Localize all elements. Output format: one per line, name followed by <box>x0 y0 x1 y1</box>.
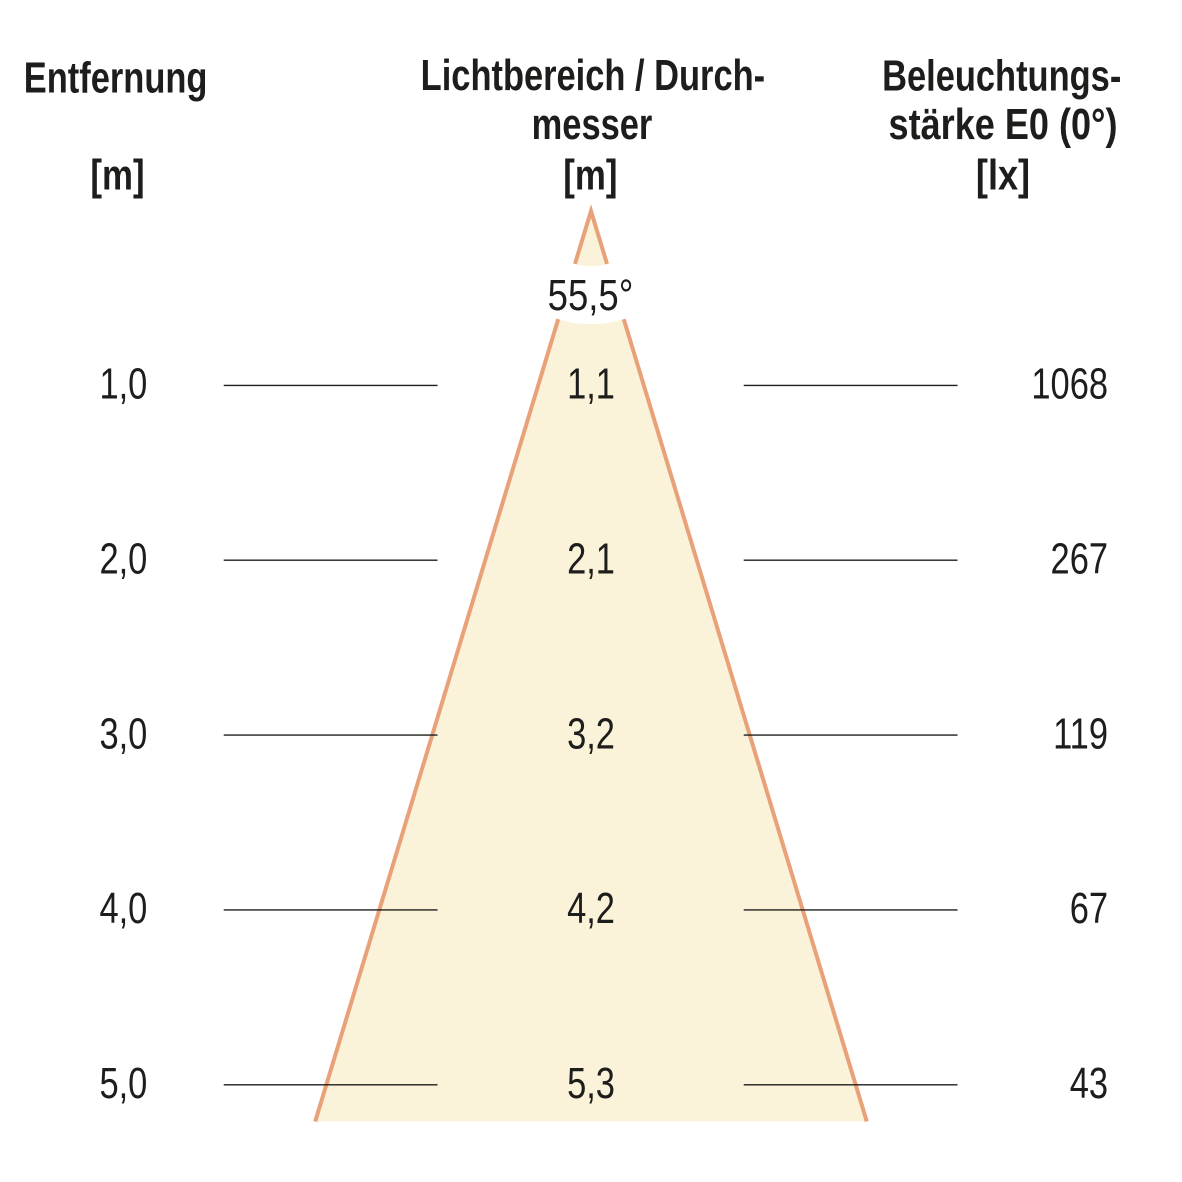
svg-text:119: 119 <box>1053 709 1108 758</box>
svg-text:267: 267 <box>1051 535 1108 584</box>
svg-text:Entfernung: Entfernung <box>24 54 208 103</box>
svg-text:43: 43 <box>1070 1059 1108 1108</box>
svg-text:1,1: 1,1 <box>567 360 615 409</box>
svg-text:[m]: [m] <box>90 152 144 199</box>
svg-text:stärke E0 (0°): stärke E0 (0°) <box>889 100 1118 149</box>
svg-text:4,2: 4,2 <box>567 884 615 933</box>
svg-text:messer: messer <box>532 100 653 149</box>
svg-text:67: 67 <box>1070 884 1108 933</box>
svg-text:5,0: 5,0 <box>99 1059 147 1108</box>
svg-text:1068: 1068 <box>1031 360 1108 409</box>
svg-text:2,1: 2,1 <box>567 535 615 584</box>
svg-text:3,2: 3,2 <box>567 709 615 758</box>
svg-text:3,0: 3,0 <box>99 709 147 758</box>
svg-text:1,0: 1,0 <box>99 360 147 409</box>
svg-text:5,3: 5,3 <box>567 1059 615 1108</box>
svg-text:Beleuchtungs-: Beleuchtungs- <box>882 52 1121 101</box>
svg-text:55,5°: 55,5° <box>548 270 634 320</box>
svg-text:Lichtbereich / Durch-: Lichtbereich / Durch- <box>421 51 765 100</box>
svg-text:4,0: 4,0 <box>99 884 147 933</box>
svg-text:2,0: 2,0 <box>99 535 147 584</box>
svg-text:[m]: [m] <box>563 152 617 199</box>
svg-text:[lx]: [lx] <box>976 152 1030 199</box>
